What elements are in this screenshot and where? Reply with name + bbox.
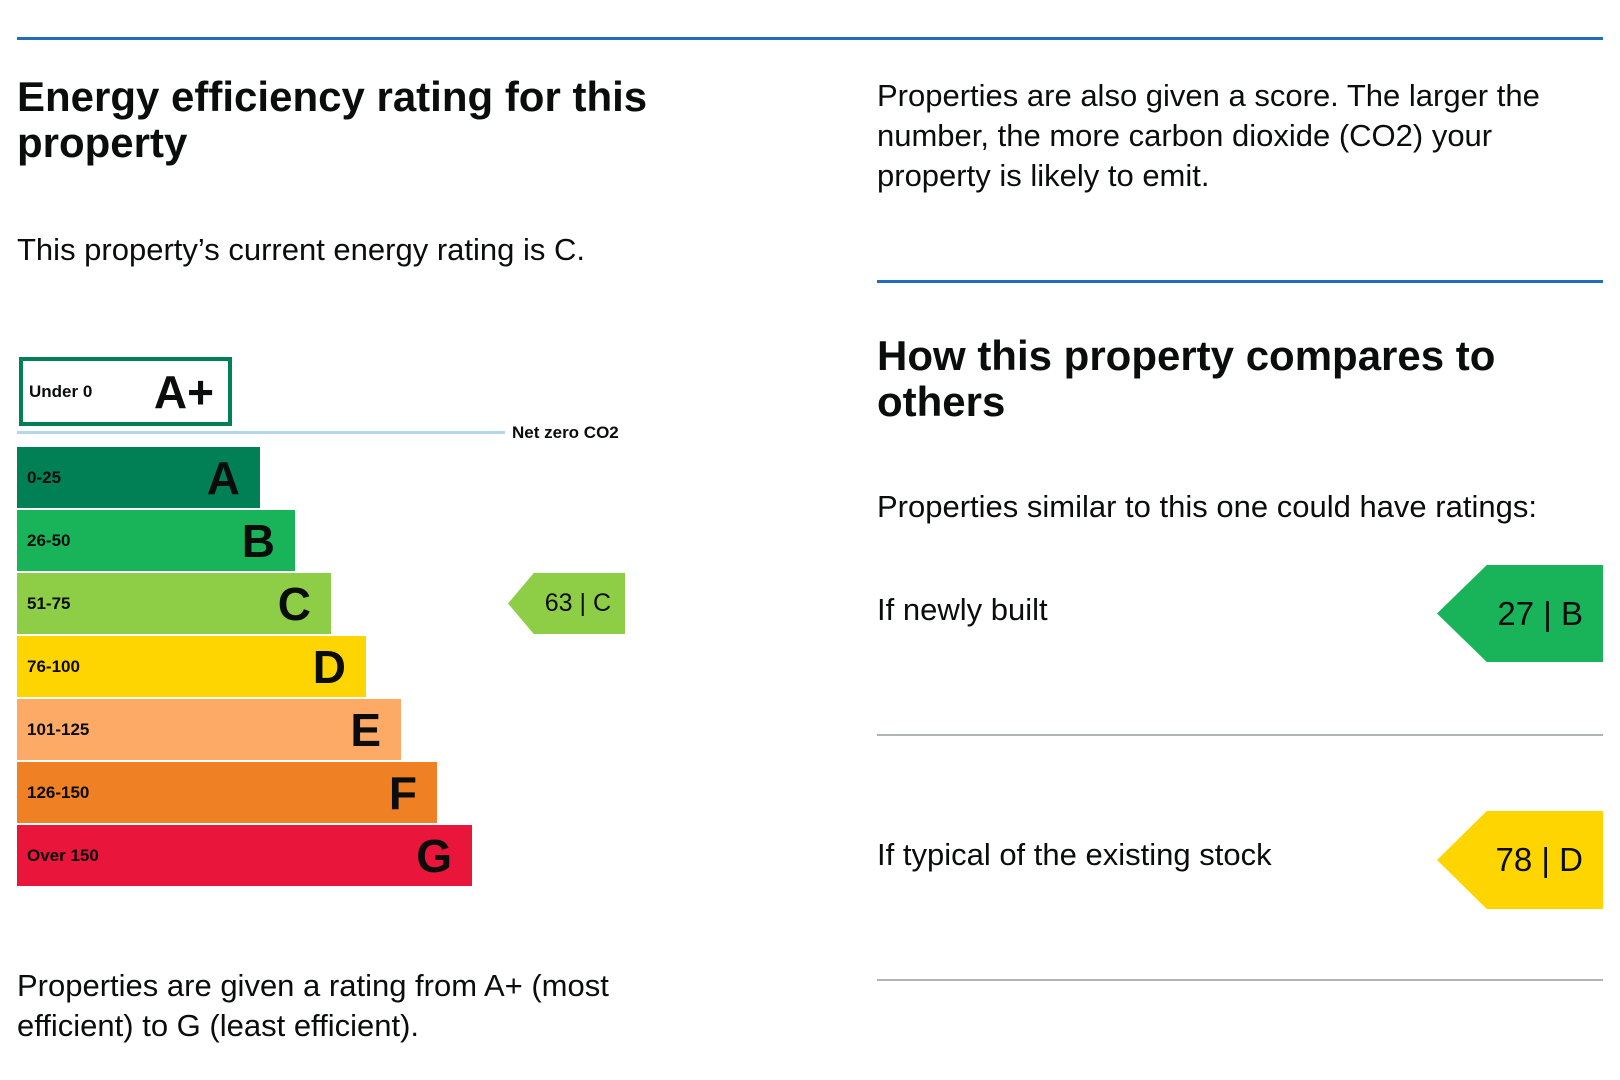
divider [877, 979, 1603, 981]
band-range: 51-75 [27, 594, 71, 613]
divider [17, 37, 1603, 40]
comparison-badge: 78 | D [1437, 811, 1603, 909]
band-rating: B [241, 515, 275, 567]
band-range: 76-100 [27, 657, 80, 676]
footer-text: Properties are given a rating from A+ (m… [17, 968, 609, 1043]
title: Energy efficiency rating for this proper… [17, 73, 648, 166]
top-band-range: Under 0 [29, 382, 93, 401]
rating-band: 126-150 F [17, 762, 437, 823]
band-range: Over 150 [27, 846, 99, 865]
comparison-label: If newly built [877, 592, 1048, 627]
top-band: Under 0 A+ [19, 357, 232, 426]
band-rating: A [206, 452, 240, 504]
band-range: 126-150 [27, 783, 90, 802]
band-rating: E [350, 704, 381, 756]
band-rating: G [416, 830, 452, 882]
score-text: Properties are also given a score. The l… [877, 78, 1540, 193]
current-rating-badge: 63 | C [508, 573, 625, 634]
comparison-badge: 27 | B [1437, 565, 1603, 662]
divider [877, 280, 1603, 283]
divider [877, 734, 1603, 736]
rating-band: 76-100 D [17, 636, 366, 697]
rating-band: 51-75 C [17, 573, 331, 634]
rating-band: Over 150 G [17, 825, 472, 886]
similar-text: Properties similar to this one could hav… [877, 489, 1537, 524]
rating-band: 0-25 A [17, 447, 260, 508]
current-rating-text: This property’s current energy rating is… [17, 232, 585, 267]
net-zero-line [17, 431, 505, 434]
band-range: 26-50 [27, 531, 71, 550]
band-range: 101-125 [27, 720, 90, 739]
rating-band: 26-50 B [17, 510, 295, 571]
comparison-label: If typical of the existing stock [877, 837, 1272, 872]
band-rating: D [312, 641, 346, 693]
band-rating: C [277, 578, 311, 630]
band-rating: F [388, 767, 417, 819]
compare-title: How this property compares to others [877, 332, 1496, 425]
rating-band: 101-125 E [17, 699, 401, 760]
net-zero-label: Net zero CO2 [512, 423, 619, 442]
top-band-rating: A+ [153, 366, 214, 418]
band-range: 0-25 [27, 468, 62, 487]
